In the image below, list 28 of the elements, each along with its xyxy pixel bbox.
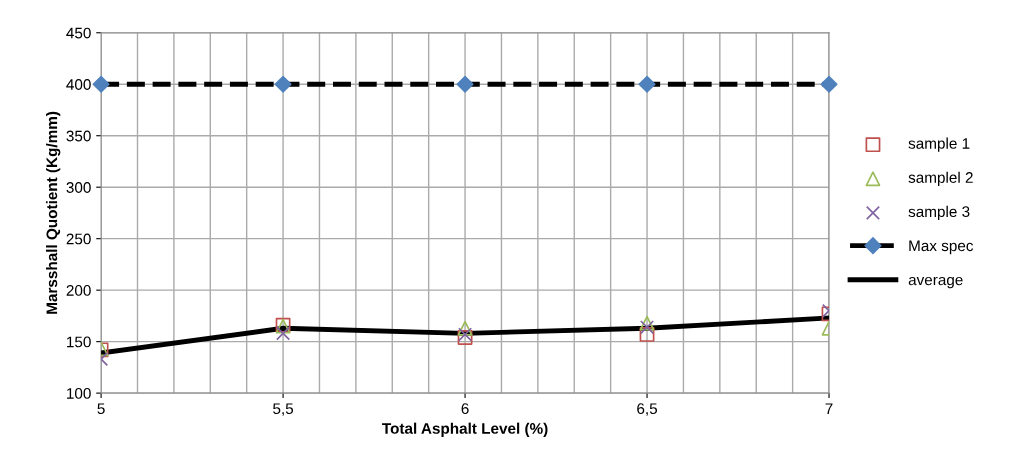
y-axis-title: Marsshall Quotient (Kg/mm) [46, 111, 61, 314]
y-tick-label: 300 [66, 182, 91, 193]
x-tick-label: 5 [97, 403, 105, 415]
x-tick-label: 6,5 [637, 403, 658, 416]
x-tick-label: 5,5 [273, 403, 294, 416]
point [639, 327, 655, 342]
legend-label: Max spec [909, 240, 974, 255]
point [276, 326, 291, 341]
y-tick-label: 200 [66, 285, 91, 296]
point [639, 315, 655, 331]
legend-label: samplel 2 [908, 171, 973, 186]
x-tick-label: 6 [461, 403, 469, 415]
point [638, 75, 656, 93]
point [639, 320, 655, 335]
y-tick-label: 100 [67, 387, 91, 399]
point [457, 320, 473, 336]
y-tick-label: 250 [66, 233, 91, 245]
legend-label: sample 1 [908, 137, 970, 152]
point [456, 75, 474, 93]
legend-label: sample 3 [908, 205, 970, 221]
legend-label: average [908, 276, 963, 289]
y-tick-label: 350 [66, 130, 91, 142]
x-axis-title: Total Asphalt Level (%) [382, 422, 548, 437]
y-tick-label: 150 [67, 336, 91, 348]
y-tick-label: 400 [66, 79, 91, 90]
point [274, 75, 292, 93]
x-tick-label: 7 [825, 403, 833, 414]
y-tick-label: 450 [66, 27, 91, 39]
